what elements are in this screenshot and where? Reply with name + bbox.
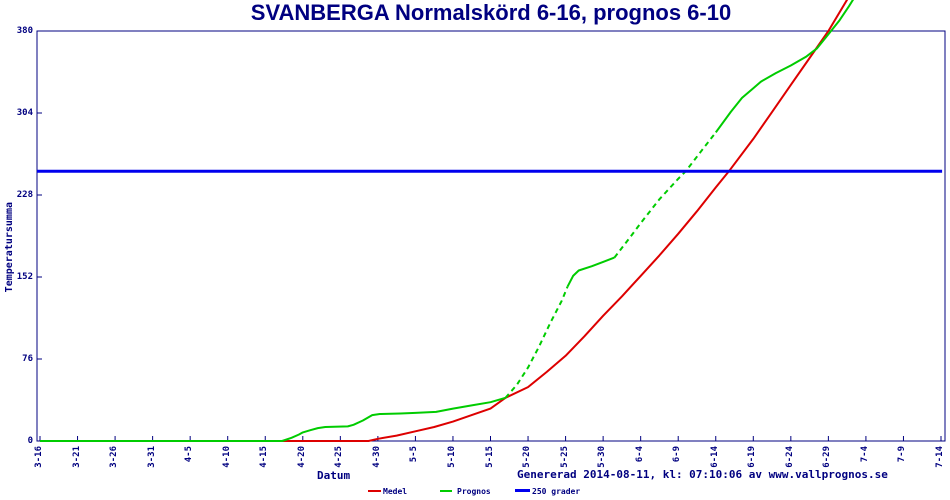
y-tick-label: 380 bbox=[16, 26, 33, 36]
series-line-prognos bbox=[40, 396, 506, 442]
x-tick-label: 6-29 bbox=[822, 446, 833, 468]
y-tick-label: 76 bbox=[22, 354, 33, 364]
x-tick-label: 4-20 bbox=[296, 446, 307, 468]
chart-title: SVANBERGA Normalskörd 6-16, prognos 6-10 bbox=[250, 0, 732, 25]
legend-label-250-grader: 250 grader bbox=[532, 487, 581, 496]
legend-label-medel: Medel bbox=[383, 487, 408, 496]
series-line-prognos bbox=[566, 256, 615, 288]
x-tick-label: 7-9 bbox=[897, 446, 908, 463]
x-axis-title: Datum bbox=[317, 469, 351, 482]
y-axis-title: Temperatursumma bbox=[4, 202, 15, 293]
x-tick-label: 3-16 bbox=[34, 446, 44, 468]
x-tick-label: 4-30 bbox=[371, 446, 382, 468]
y-tick-label: 304 bbox=[16, 108, 33, 118]
x-tick-label: 5-25 bbox=[559, 446, 570, 468]
y-tick-label: 0 bbox=[27, 436, 33, 446]
series-line-prognos bbox=[613, 131, 717, 259]
x-tick-label: 6-19 bbox=[747, 446, 758, 468]
x-tick-label: 5-20 bbox=[522, 446, 533, 468]
series-line-medel bbox=[40, 0, 849, 442]
plot-frame bbox=[36, 30, 946, 442]
x-tick-label: 3-31 bbox=[146, 446, 157, 468]
x-tick-label: 7-4 bbox=[859, 446, 870, 463]
x-tick-label: 4-15 bbox=[259, 446, 270, 468]
legend-swatch-prognos bbox=[440, 490, 452, 492]
x-tick-label: 5-15 bbox=[484, 446, 495, 468]
x-tick-label: 3-26 bbox=[109, 446, 120, 468]
x-tick-label: 5-30 bbox=[597, 446, 608, 468]
x-tick-label: 7-14 bbox=[935, 446, 945, 468]
y-tick-label: 152 bbox=[16, 272, 33, 282]
x-tick-label: 6-14 bbox=[709, 446, 720, 468]
x-tick-label: 3-21 bbox=[71, 446, 82, 468]
x-tick-label: 6-9 bbox=[672, 446, 683, 463]
legend-label-prognos: Prognos bbox=[457, 487, 491, 496]
generated-timestamp-text: Genererad 2014-08-11, kl: 07:10:06 av ww… bbox=[517, 468, 888, 481]
x-tick-label: 4-25 bbox=[334, 446, 345, 468]
x-tick-label: 6-24 bbox=[784, 446, 795, 468]
x-tick-label: 4-10 bbox=[221, 446, 232, 468]
x-tick-label: 5-10 bbox=[446, 446, 457, 468]
legend-swatch-250-grader bbox=[515, 489, 530, 492]
x-tick-label: 5-5 bbox=[409, 446, 420, 463]
series-line-prognos bbox=[714, 0, 855, 133]
y-tick-label: 228 bbox=[16, 190, 33, 200]
x-tick-label: 4-5 bbox=[184, 446, 195, 463]
legend-swatch-medel bbox=[368, 490, 381, 492]
series-line-prognos bbox=[504, 286, 569, 399]
x-tick-label: 6-4 bbox=[634, 446, 645, 463]
